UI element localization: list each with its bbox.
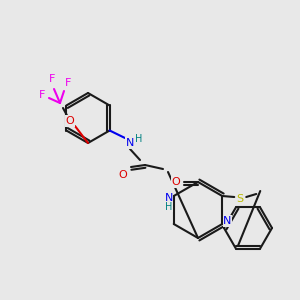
Text: N: N (223, 216, 231, 226)
Text: H: H (165, 202, 172, 212)
Text: N: N (126, 138, 134, 148)
Text: F: F (49, 74, 55, 84)
Text: O: O (118, 170, 127, 180)
Text: F: F (65, 78, 71, 88)
Text: N: N (165, 193, 173, 203)
Text: O: O (172, 177, 180, 187)
Text: H: H (135, 134, 143, 144)
Text: F: F (39, 90, 45, 100)
Text: S: S (237, 194, 244, 204)
Text: O: O (66, 116, 74, 126)
